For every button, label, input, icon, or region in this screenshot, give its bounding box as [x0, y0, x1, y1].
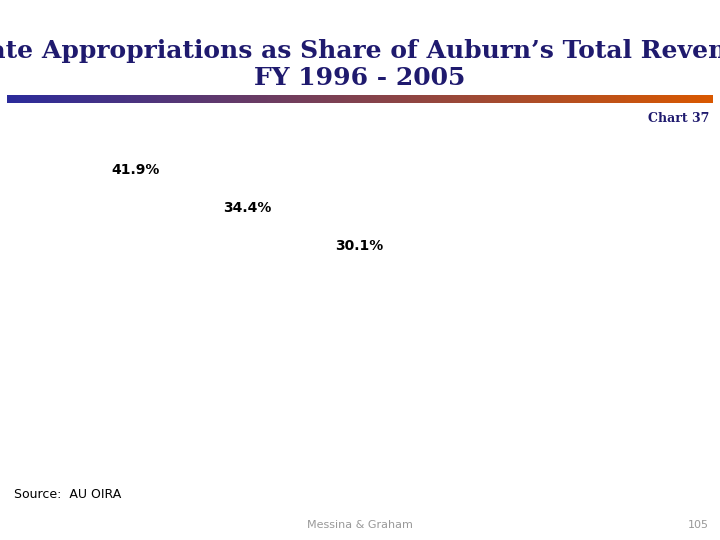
Text: Source:  AU OIRA: Source: AU OIRA [14, 488, 122, 501]
Text: FY 1996 - 2005: FY 1996 - 2005 [254, 66, 466, 90]
Text: 105: 105 [688, 520, 709, 530]
Text: State Appropriations as Share of Auburn’s Total Revenue: State Appropriations as Share of Auburn’… [0, 39, 720, 63]
Text: 41.9%: 41.9% [112, 163, 160, 177]
Text: Messina & Graham: Messina & Graham [307, 520, 413, 530]
Text: 34.4%: 34.4% [223, 201, 271, 215]
Text: Chart 37: Chart 37 [648, 112, 709, 125]
Text: 30.1%: 30.1% [335, 239, 383, 253]
